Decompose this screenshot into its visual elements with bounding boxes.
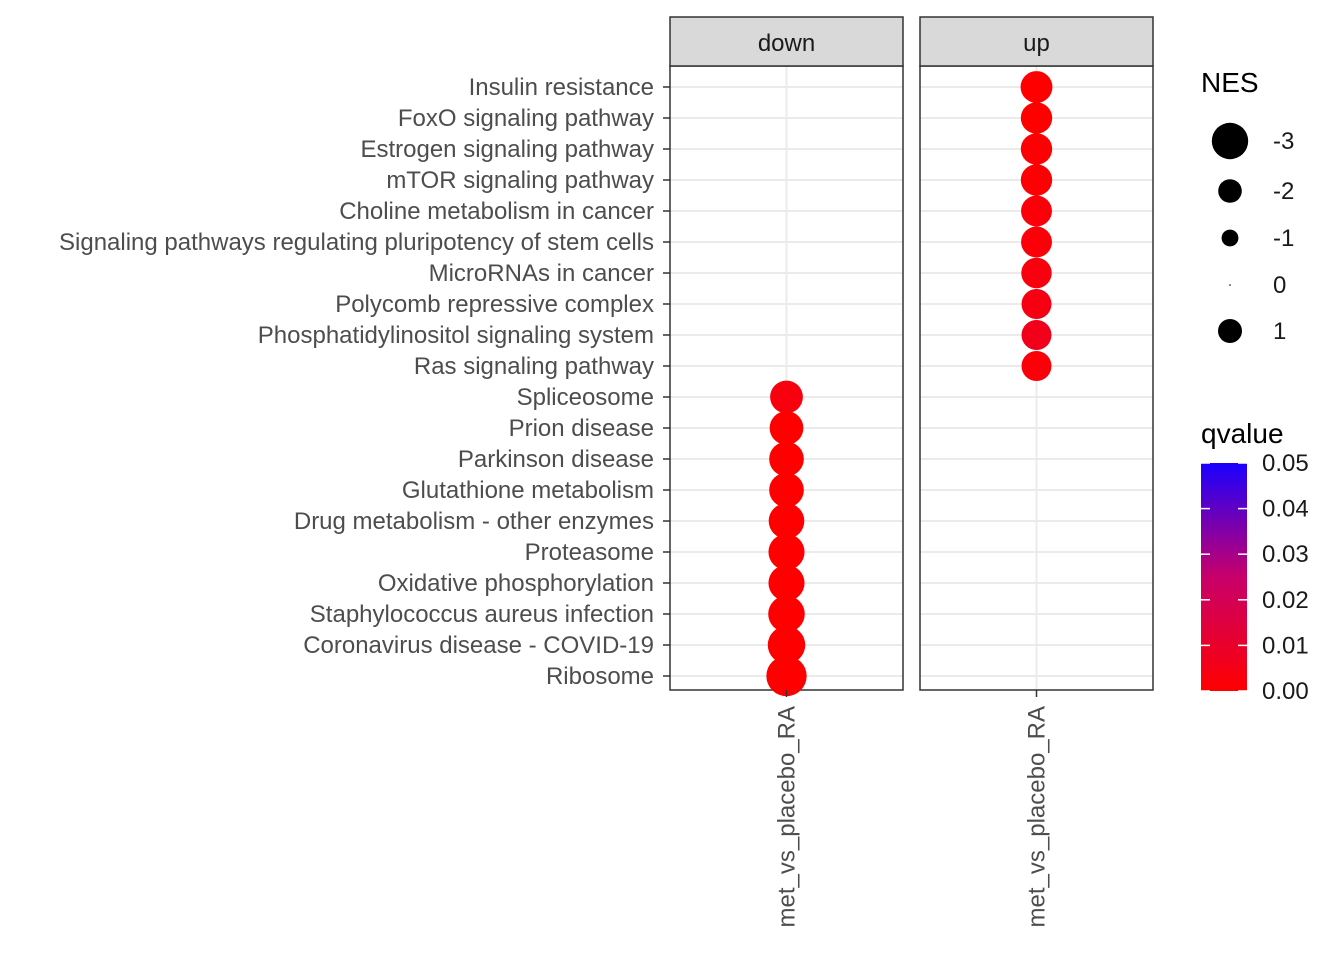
size-legend-key	[1229, 284, 1231, 286]
y-axis-tick-label: Phosphatidylinositol signaling system	[258, 322, 654, 349]
data-point	[770, 380, 803, 414]
size-legend-key	[1218, 319, 1242, 343]
y-axis-tick-label: Oxidative phosphorylation	[378, 570, 654, 597]
y-axis-tick-label: Coronavirus disease - COVID-19	[303, 632, 654, 659]
data-point	[1021, 351, 1052, 381]
size-legend-label: -2	[1273, 178, 1294, 205]
x-axis-tick-label: met_vs_placebo_RA	[774, 706, 801, 927]
y-axis-tick-label: Drug metabolism - other enzymes	[294, 508, 654, 535]
color-legend-title: qvalue	[1201, 418, 1284, 449]
size-legend-key	[1221, 229, 1239, 247]
color-legend-bar	[1201, 463, 1247, 691]
y-axis-tick-label: Proteasome	[525, 539, 654, 566]
x-axis-tick-label: met_vs_placebo_RA	[1024, 706, 1051, 927]
data-point	[766, 655, 807, 697]
y-axis-tick-label: Parkinson disease	[458, 446, 654, 473]
data-point	[1021, 320, 1052, 350]
y-axis-tick-label: FoxO signaling pathway	[398, 105, 654, 132]
color-legend-label: 0.01	[1262, 632, 1309, 659]
data-point	[1021, 257, 1052, 289]
data-point	[1020, 102, 1053, 134]
y-axis-tick-label: Signaling pathways regulating pluripoten…	[59, 229, 654, 256]
size-legend-key	[1211, 122, 1249, 160]
data-point	[768, 533, 805, 571]
y-axis-tick-label: mTOR signaling pathway	[386, 167, 654, 194]
color-legend-label: 0.00	[1262, 678, 1309, 705]
data-point	[768, 503, 805, 539]
size-legend-title: NES	[1201, 67, 1259, 98]
data-point	[767, 626, 806, 664]
size-legend-label: 0	[1273, 272, 1286, 299]
color-legend-label: 0.03	[1262, 541, 1309, 568]
data-points	[766, 71, 1053, 697]
size-legend-key	[1218, 179, 1242, 203]
color-legend-label: 0.05	[1262, 450, 1309, 477]
data-point	[1021, 195, 1052, 227]
data-point	[1020, 71, 1053, 103]
y-axis-tick-label: Estrogen signaling pathway	[360, 136, 654, 163]
y-axis-tick-label: Spliceosome	[517, 384, 654, 411]
y-axis-tick-label: Choline metabolism in cancer	[339, 198, 654, 225]
data-point	[768, 595, 805, 633]
y-axis-tick-label: Prion disease	[509, 415, 654, 442]
size-legend-label: 1	[1273, 318, 1286, 345]
size-legend-label: -1	[1273, 225, 1294, 252]
size-legend-label: -3	[1273, 128, 1294, 155]
y-axis-tick-label: MicroRNAs in cancer	[429, 260, 654, 287]
y-axis-tick-label: Ras signaling pathway	[414, 353, 654, 380]
color-legend-label: 0.02	[1262, 587, 1309, 614]
data-point	[768, 564, 805, 602]
data-point	[1020, 164, 1053, 196]
y-axis-tick-label: Ribosome	[546, 663, 654, 690]
data-point	[1021, 289, 1052, 319]
data-point	[769, 472, 804, 508]
facet-strip	[919, 16, 1154, 67]
facet-panels: down up	[669, 16, 1154, 691]
data-point	[1021, 226, 1052, 258]
color-legend-label: 0.04	[1262, 496, 1309, 523]
data-point	[1020, 133, 1053, 165]
facet-strip	[669, 16, 904, 67]
facet-strip-label: up	[1023, 30, 1050, 57]
data-point	[769, 441, 804, 477]
y-axis-tick-label: Staphylococcus aureus infection	[310, 601, 654, 628]
y-axis-tick-label: Insulin resistance	[469, 74, 654, 101]
y-axis-tick-label: Glutathione metabolism	[402, 477, 654, 504]
axes: met_vs_placebo_RA met_vs_placebo_RA Insuli…	[59, 74, 1051, 927]
data-point	[769, 411, 804, 445]
y-axis-tick-label: Polycomb repressive complex	[335, 291, 654, 318]
facet-strip-label: down	[758, 30, 815, 57]
